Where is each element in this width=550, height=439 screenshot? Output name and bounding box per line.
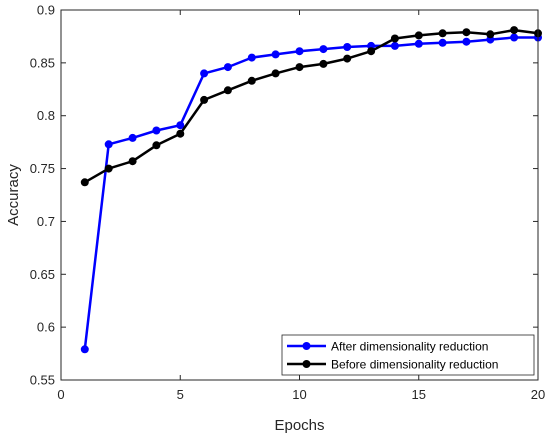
x-tick-label: 5 — [177, 387, 184, 402]
data-point — [319, 45, 328, 54]
data-point — [152, 141, 161, 150]
data-point — [367, 47, 376, 56]
data-point — [390, 41, 399, 50]
data-point — [223, 63, 232, 72]
data-point — [152, 126, 161, 135]
y-tick-label: 0.85 — [30, 55, 55, 70]
data-point — [80, 178, 89, 187]
x-tick-label: 0 — [57, 387, 64, 402]
legend-swatch-marker — [302, 360, 311, 368]
series-layer — [80, 26, 542, 354]
data-point — [438, 29, 447, 38]
y-tick-label: 0.75 — [30, 161, 55, 176]
legend-swatch-marker — [302, 342, 311, 350]
data-point — [80, 345, 89, 354]
y-tick-label: 0.8 — [37, 108, 55, 123]
x-tick-label: 15 — [412, 387, 426, 402]
y-tick-label: 0.55 — [30, 373, 55, 388]
data-point — [247, 76, 256, 85]
data-point — [176, 121, 185, 130]
data-point — [295, 63, 304, 72]
data-point — [486, 30, 495, 39]
y-tick-label: 0.65 — [30, 267, 55, 282]
legend: After dimensionality reduction Before di… — [281, 334, 535, 376]
data-point — [319, 59, 328, 68]
ticks-layer: 0 5 10 15 20 0.55 0.6 0.65 0.7 0.75 0.8 0.85 0.9 — [30, 3, 546, 403]
data-point — [271, 69, 280, 78]
data-point — [414, 31, 423, 40]
data-point — [128, 133, 137, 142]
data-point — [128, 157, 137, 166]
legend-box — [281, 334, 535, 376]
x-axis-label: Epochs — [274, 417, 324, 434]
y-axis-label: Accuracy — [5, 164, 22, 226]
data-point — [104, 164, 113, 173]
y-tick-label: 0.6 — [37, 320, 55, 335]
data-point — [510, 33, 519, 42]
data-point — [200, 69, 209, 78]
data-point — [295, 47, 304, 56]
x-tick-label: 10 — [292, 387, 306, 402]
y-tick-label: 0.9 — [37, 3, 55, 18]
data-point — [104, 140, 113, 149]
y-tick-label: 0.7 — [37, 214, 55, 229]
data-point — [390, 34, 399, 43]
data-point — [343, 54, 352, 63]
data-point — [247, 53, 256, 62]
data-point — [510, 26, 519, 35]
plot-area — [61, 10, 538, 380]
data-point — [462, 28, 471, 37]
data-point — [438, 38, 447, 47]
data-point — [176, 129, 185, 138]
data-point — [462, 37, 471, 46]
legend-entry-label: After dimensionality reduction — [331, 340, 488, 354]
legend-entry-label: Before dimensionality reduction — [331, 358, 498, 372]
data-point — [271, 50, 280, 59]
x-tick-label: 20 — [531, 387, 545, 402]
data-point — [223, 86, 232, 95]
data-point — [414, 39, 423, 48]
data-point — [200, 95, 209, 104]
data-point — [343, 43, 352, 51]
